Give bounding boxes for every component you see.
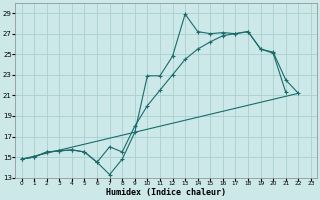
X-axis label: Humidex (Indice chaleur): Humidex (Indice chaleur) (106, 188, 226, 197)
